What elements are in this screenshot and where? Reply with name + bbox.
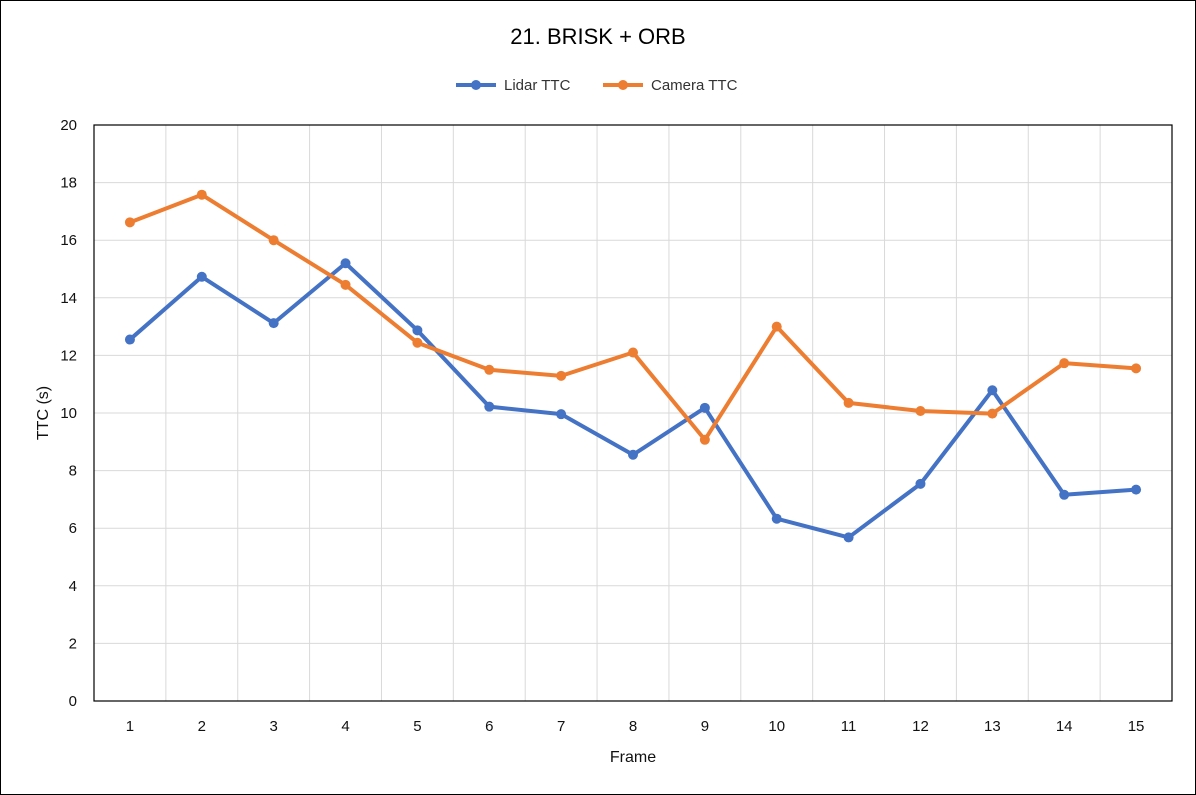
data-point <box>987 408 998 419</box>
data-point <box>771 321 782 332</box>
data-point <box>843 397 854 408</box>
x-tick-label: 13 <box>984 718 1001 735</box>
legend-item-camera: Camera TTC <box>603 77 738 94</box>
y-tick-label: 8 <box>69 463 77 480</box>
data-point <box>628 449 638 460</box>
x-tick-label: 8 <box>629 718 637 735</box>
legend-item-lidar: Lidar TTC <box>456 77 571 94</box>
data-point <box>915 405 926 416</box>
data-point <box>268 318 279 329</box>
data-point <box>340 279 351 290</box>
x-tick-label: 3 <box>269 718 277 735</box>
series-group <box>124 189 1142 543</box>
legend-marker-camera <box>618 80 628 90</box>
x-tick-label: 2 <box>198 718 206 735</box>
data-point <box>1131 363 1142 374</box>
y-tick-label: 0 <box>69 693 77 710</box>
legend-label-camera: Camera TTC <box>651 77 738 94</box>
plot-area-border <box>93 124 1173 702</box>
data-point <box>268 235 279 246</box>
data-point <box>699 402 710 413</box>
y-tick-label: 2 <box>69 635 77 652</box>
data-point <box>915 478 926 489</box>
y-tick-label: 18 <box>60 175 77 192</box>
legend: Lidar TTC Camera TTC <box>456 77 738 94</box>
x-tick-label: 7 <box>557 718 565 735</box>
x-tick-label: 6 <box>485 718 493 735</box>
series-line <box>127 261 1139 540</box>
data-point <box>196 189 207 200</box>
data-point <box>484 364 495 375</box>
x-tick-label: 9 <box>701 718 709 735</box>
x-tick-label: 1 <box>126 718 134 735</box>
y-axis-label: TTC (s) <box>35 386 52 440</box>
x-tick-label: 14 <box>1056 718 1073 735</box>
y-tick-label: 16 <box>60 232 77 249</box>
data-point <box>699 434 710 445</box>
data-point <box>843 532 854 543</box>
data-point <box>1059 358 1070 369</box>
data-point <box>556 409 567 420</box>
data-point <box>1131 484 1142 495</box>
chart-title: 21. BRISK + ORB <box>510 24 685 49</box>
y-tick-label: 10 <box>60 405 77 422</box>
y-axis-ticks: 0 2 4 6 8 10 12 14 16 18 20 <box>60 117 77 710</box>
y-tick-label: 20 <box>60 117 77 134</box>
x-axis-ticks: 1 2 3 4 5 6 7 8 9 10 11 12 13 14 15 <box>126 718 1145 735</box>
data-point <box>412 337 423 348</box>
data-point <box>987 385 998 396</box>
legend-marker-lidar <box>471 80 481 90</box>
data-point <box>412 325 423 336</box>
y-tick-label: 14 <box>60 290 77 307</box>
data-point <box>124 334 135 345</box>
data-point <box>484 401 495 412</box>
y-tick-label: 12 <box>60 347 77 364</box>
y-tick-label: 6 <box>69 520 77 537</box>
x-tick-label: 11 <box>841 718 857 735</box>
data-point <box>340 258 351 269</box>
data-point <box>124 217 135 228</box>
legend-label-lidar: Lidar TTC <box>504 77 571 94</box>
data-point <box>196 271 207 282</box>
data-point <box>628 347 638 358</box>
y-tick-label: 4 <box>69 578 77 595</box>
data-point <box>556 370 567 381</box>
x-axis-label: Frame <box>610 749 656 766</box>
x-tick-label: 15 <box>1128 718 1145 735</box>
data-point <box>771 513 782 524</box>
x-tick-label: 10 <box>768 718 785 735</box>
x-tick-label: 12 <box>912 718 929 735</box>
x-tick-label: 5 <box>413 718 421 735</box>
series-camera <box>124 189 1142 445</box>
x-tick-label: 4 <box>341 718 349 735</box>
data-point <box>1059 489 1070 500</box>
series-lidar <box>124 258 1142 543</box>
